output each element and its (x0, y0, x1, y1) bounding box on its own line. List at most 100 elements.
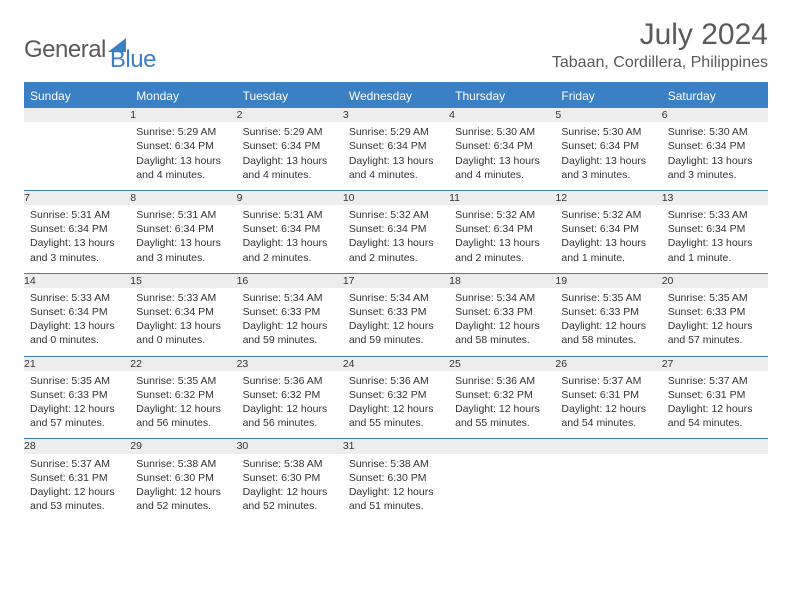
sunrise-text: Sunrise: 5:35 AM (30, 374, 124, 388)
day-cell: Sunrise: 5:32 AMSunset: 6:34 PMDaylight:… (555, 205, 661, 273)
daylight-text: Daylight: 12 hours (30, 402, 124, 416)
sunrise-text: Sunrise: 5:31 AM (243, 208, 337, 222)
daylight-text: and 3 minutes. (668, 168, 762, 182)
day-cell: Sunrise: 5:29 AMSunset: 6:34 PMDaylight:… (343, 122, 449, 190)
daylight-text: Daylight: 12 hours (561, 319, 655, 333)
sunrise-text: Sunrise: 5:38 AM (136, 457, 230, 471)
daylight-text: and 1 minute. (668, 251, 762, 265)
sunset-text: Sunset: 6:31 PM (30, 471, 124, 485)
sunrise-text: Sunrise: 5:30 AM (455, 125, 549, 139)
daylight-text: Daylight: 12 hours (668, 319, 762, 333)
daylight-text: and 4 minutes. (243, 168, 337, 182)
day-cell: Sunrise: 5:34 AMSunset: 6:33 PMDaylight:… (449, 288, 555, 356)
day-cell: Sunrise: 5:32 AMSunset: 6:34 PMDaylight:… (343, 205, 449, 273)
daylight-text: and 57 minutes. (668, 333, 762, 347)
sunrise-text: Sunrise: 5:36 AM (349, 374, 443, 388)
sunset-text: Sunset: 6:34 PM (561, 222, 655, 236)
sunrise-text: Sunrise: 5:30 AM (668, 125, 762, 139)
sunset-text: Sunset: 6:33 PM (561, 305, 655, 319)
day-cell: Sunrise: 5:33 AMSunset: 6:34 PMDaylight:… (662, 205, 768, 273)
daylight-text: Daylight: 13 hours (349, 154, 443, 168)
daylight-text: and 57 minutes. (30, 416, 124, 430)
day-cell (24, 122, 130, 190)
daylight-text: and 54 minutes. (561, 416, 655, 430)
daylight-text: Daylight: 13 hours (455, 236, 549, 250)
day-cell: Sunrise: 5:36 AMSunset: 6:32 PMDaylight:… (343, 371, 449, 439)
daylight-text: Daylight: 13 hours (136, 154, 230, 168)
sunset-text: Sunset: 6:34 PM (455, 139, 549, 153)
daylight-text: and 3 minutes. (561, 168, 655, 182)
daylight-text: and 51 minutes. (349, 499, 443, 513)
sunset-text: Sunset: 6:34 PM (668, 222, 762, 236)
daylight-text: Daylight: 13 hours (136, 236, 230, 250)
daylight-text: Daylight: 12 hours (349, 485, 443, 499)
sunrise-text: Sunrise: 5:32 AM (455, 208, 549, 222)
daylight-text: and 54 minutes. (668, 416, 762, 430)
daylight-text: and 1 minute. (561, 251, 655, 265)
daylight-text: Daylight: 13 hours (561, 154, 655, 168)
logo-text-general: General (24, 36, 106, 64)
day-number: 26 (555, 356, 661, 371)
sunrise-text: Sunrise: 5:34 AM (243, 291, 337, 305)
daylight-text: Daylight: 12 hours (349, 319, 443, 333)
sunrise-text: Sunrise: 5:33 AM (668, 208, 762, 222)
sunset-text: Sunset: 6:34 PM (136, 139, 230, 153)
day-number: 22 (130, 356, 236, 371)
day-cell: Sunrise: 5:38 AMSunset: 6:30 PMDaylight:… (343, 454, 449, 522)
daylight-text: and 0 minutes. (136, 333, 230, 347)
day-number: 6 (662, 108, 768, 122)
day-number: 24 (343, 356, 449, 371)
day-number: 5 (555, 108, 661, 122)
sunset-text: Sunset: 6:33 PM (349, 305, 443, 319)
day-number: 25 (449, 356, 555, 371)
daylight-text: Daylight: 13 hours (243, 236, 337, 250)
weekday-header: Saturday (662, 83, 768, 108)
day-number: 12 (555, 190, 661, 205)
day-cell (449, 454, 555, 522)
sunset-text: Sunset: 6:33 PM (243, 305, 337, 319)
sunrise-text: Sunrise: 5:33 AM (136, 291, 230, 305)
day-number: 27 (662, 356, 768, 371)
day-cell: Sunrise: 5:31 AMSunset: 6:34 PMDaylight:… (237, 205, 343, 273)
day-number: 2 (237, 108, 343, 122)
day-number: 31 (343, 439, 449, 454)
sunset-text: Sunset: 6:33 PM (30, 388, 124, 402)
daylight-text: and 59 minutes. (243, 333, 337, 347)
day-cell (662, 454, 768, 522)
sunset-text: Sunset: 6:31 PM (668, 388, 762, 402)
calendar-body: 123456 Sunrise: 5:29 AMSunset: 6:34 PMDa… (24, 108, 768, 521)
day-number: 11 (449, 190, 555, 205)
day-number (662, 439, 768, 454)
sunrise-text: Sunrise: 5:32 AM (349, 208, 443, 222)
daylight-text: and 59 minutes. (349, 333, 443, 347)
weekday-header: Friday (555, 83, 661, 108)
logo: General Blue (24, 26, 156, 74)
day-number: 16 (237, 273, 343, 288)
day-cell: Sunrise: 5:36 AMSunset: 6:32 PMDaylight:… (449, 371, 555, 439)
day-content-row: Sunrise: 5:33 AMSunset: 6:34 PMDaylight:… (24, 288, 768, 356)
day-number: 18 (449, 273, 555, 288)
sunrise-text: Sunrise: 5:36 AM (243, 374, 337, 388)
sunrise-text: Sunrise: 5:38 AM (243, 457, 337, 471)
sunset-text: Sunset: 6:34 PM (243, 139, 337, 153)
day-content-row: Sunrise: 5:35 AMSunset: 6:33 PMDaylight:… (24, 371, 768, 439)
sunset-text: Sunset: 6:33 PM (668, 305, 762, 319)
daylight-text: and 3 minutes. (136, 251, 230, 265)
weekday-header: Wednesday (343, 83, 449, 108)
sunset-text: Sunset: 6:34 PM (349, 139, 443, 153)
daylight-text: Daylight: 12 hours (243, 485, 337, 499)
sunset-text: Sunset: 6:34 PM (136, 222, 230, 236)
header: General Blue July 2024 Tabaan, Cordiller… (24, 18, 768, 74)
sunset-text: Sunset: 6:33 PM (455, 305, 549, 319)
daylight-text: Daylight: 12 hours (455, 402, 549, 416)
day-number-row: 14151617181920 (24, 273, 768, 288)
daylight-text: and 52 minutes. (136, 499, 230, 513)
daylight-text: Daylight: 13 hours (455, 154, 549, 168)
sunset-text: Sunset: 6:34 PM (349, 222, 443, 236)
sunrise-text: Sunrise: 5:34 AM (455, 291, 549, 305)
day-content-row: Sunrise: 5:31 AMSunset: 6:34 PMDaylight:… (24, 205, 768, 273)
daylight-text: Daylight: 13 hours (30, 236, 124, 250)
daylight-text: Daylight: 13 hours (561, 236, 655, 250)
daylight-text: and 56 minutes. (243, 416, 337, 430)
sunset-text: Sunset: 6:32 PM (349, 388, 443, 402)
